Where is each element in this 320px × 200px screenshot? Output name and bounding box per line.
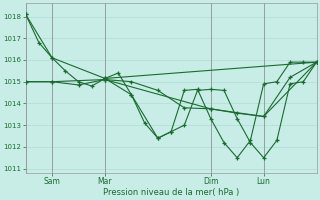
X-axis label: Pression niveau de la mer( hPa ): Pression niveau de la mer( hPa ) xyxy=(103,188,239,197)
